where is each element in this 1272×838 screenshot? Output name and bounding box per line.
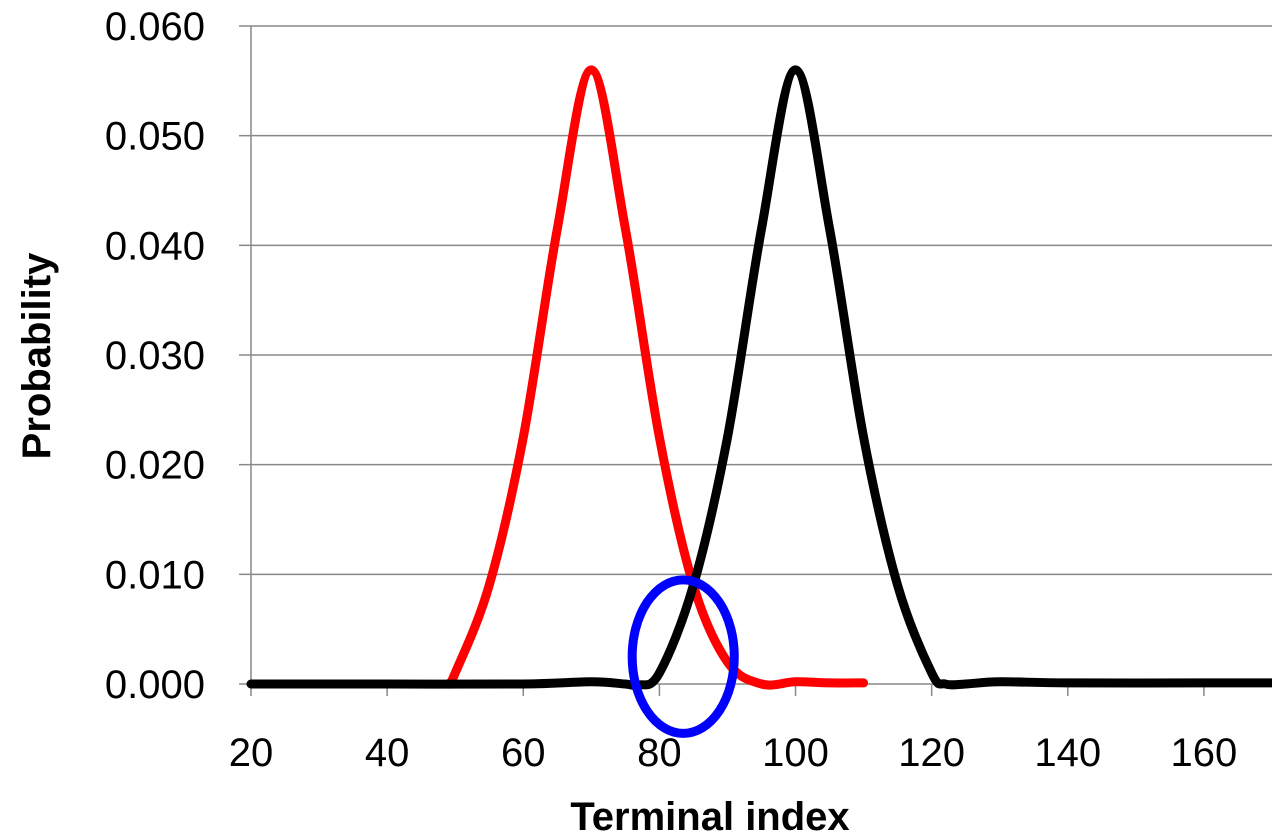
x-tick-label: 60 [501,731,546,775]
y-tick-label: 0.030 [105,334,205,378]
y-tick-label: 0.010 [105,553,205,597]
x-tick-label: 120 [898,731,965,775]
y-tick-label: 0.060 [105,5,205,49]
y-tick-label: 0.050 [105,115,205,159]
annotations [627,575,739,738]
x-tick-label: 20 [229,731,274,775]
y-axis-ticks: 0.000 0.010 0.020 0.030 0.040 0.050 0.060 [105,5,251,707]
y-axis-title: Probability [15,252,59,459]
x-tick-label: 140 [1034,731,1101,775]
series-line-red [443,65,869,690]
x-tick-label: 160 [1171,731,1238,775]
series-lines [246,65,1272,691]
x-tick-label: 40 [365,731,410,775]
y-tick-label: 0.000 [105,663,205,707]
series-line-black [246,65,1272,691]
highlight-ellipse [627,575,739,738]
x-tick-label: 100 [762,731,829,775]
y-tick-label: 0.020 [105,444,205,488]
gridlines [250,25,1272,685]
x-axis-title: Terminal index [570,795,849,838]
x-tick-label: 80 [637,731,682,775]
x-axis-ticks: 20 40 60 80 100 120 140 160 [229,684,1238,775]
y-tick-label: 0.040 [105,224,205,268]
